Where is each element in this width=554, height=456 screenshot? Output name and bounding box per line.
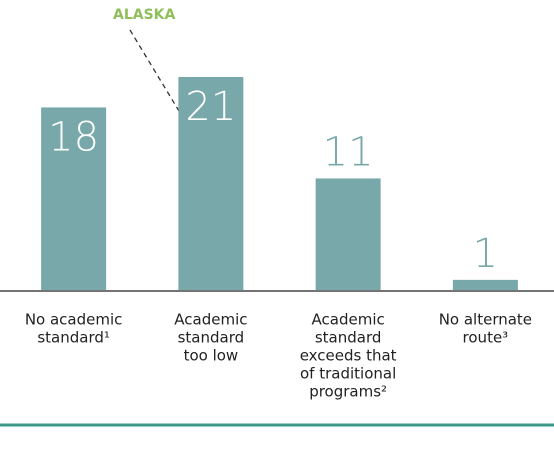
x-tick-label: of traditional xyxy=(300,365,396,383)
x-tick-label: route³ xyxy=(463,329,509,347)
x-tick-label: No alternate xyxy=(439,311,532,329)
value-label: 18 xyxy=(48,114,99,160)
value-label: 1 xyxy=(473,231,498,277)
x-tick-label: exceeds that xyxy=(300,347,397,365)
x-tick-label: Academic xyxy=(312,311,385,329)
annotation-leader xyxy=(129,29,183,117)
bar xyxy=(315,178,381,290)
x-tick-label: programs² xyxy=(309,383,387,401)
x-tick-label: standard¹ xyxy=(37,329,110,347)
x-tick-label: too low xyxy=(184,347,239,365)
x-tick-label: standard xyxy=(178,329,245,347)
x-tick-label: standard xyxy=(315,329,382,347)
annotation: ALASKA xyxy=(113,7,176,23)
bar xyxy=(41,107,107,290)
x-tick-label: No academic xyxy=(25,311,123,329)
bar xyxy=(452,279,518,290)
x-tick-label: Academic xyxy=(174,311,247,329)
bar xyxy=(178,77,244,290)
value-label: 21 xyxy=(185,84,236,130)
value-label: 11 xyxy=(323,129,374,175)
